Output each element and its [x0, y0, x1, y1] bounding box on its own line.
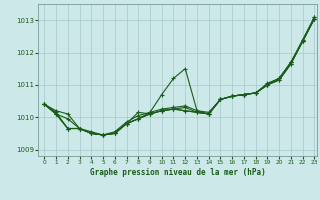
X-axis label: Graphe pression niveau de la mer (hPa): Graphe pression niveau de la mer (hPa) — [90, 168, 266, 177]
